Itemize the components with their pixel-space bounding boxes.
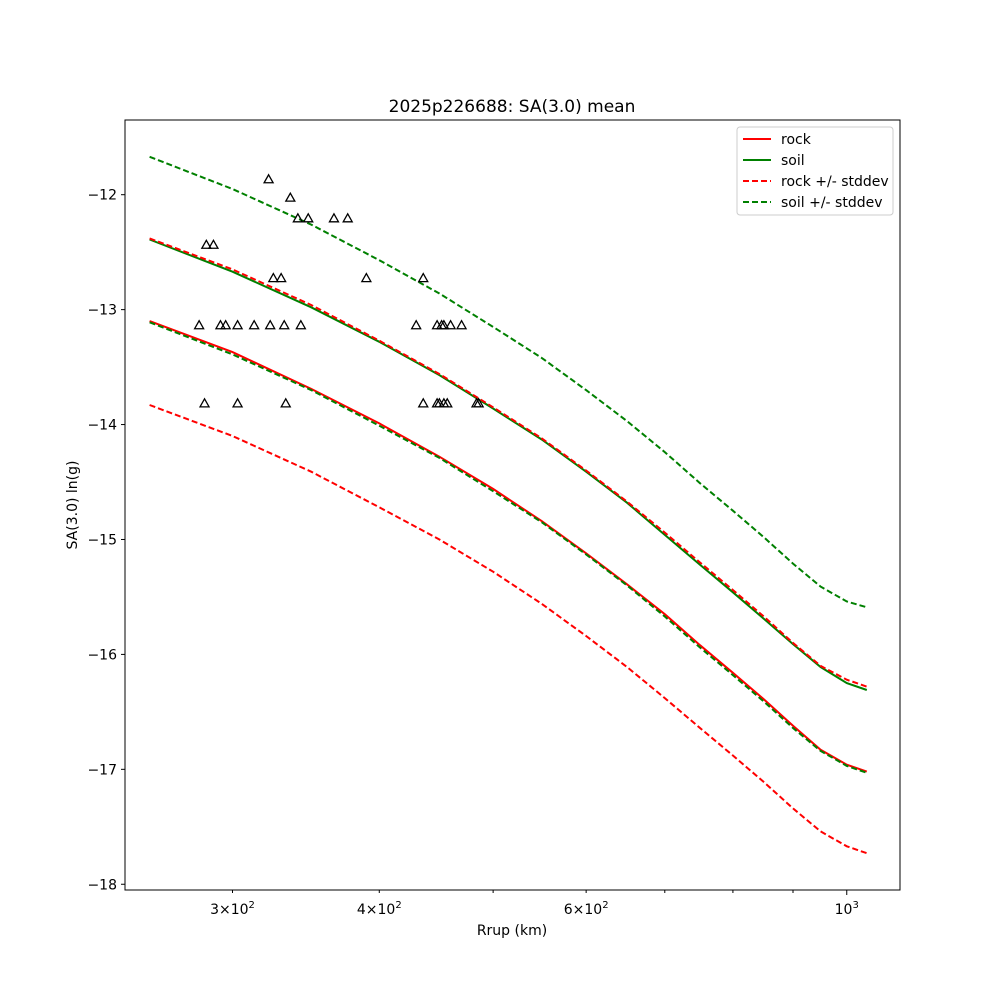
observation-point-35 xyxy=(473,397,485,408)
legend-label-2: rock +/- stddev xyxy=(781,174,889,190)
observation-point-26 xyxy=(198,397,211,408)
x-minor-tick-label-1: 4×102 xyxy=(357,900,402,918)
observation-point-18 xyxy=(278,319,290,330)
observation-point-16 xyxy=(248,319,260,330)
y-tick-label-2: −16 xyxy=(87,647,117,663)
observation-point-9 xyxy=(275,272,287,283)
observation-point-4 xyxy=(328,212,340,223)
series-line-4 xyxy=(149,155,868,609)
legend-box xyxy=(736,126,894,216)
observation-point-11 xyxy=(417,272,429,283)
observation-point-17 xyxy=(264,319,276,330)
series-line-1 xyxy=(149,238,868,691)
observation-point-14 xyxy=(220,319,232,330)
legend-label-1: soil xyxy=(781,153,805,169)
y-tick-label-1: −17 xyxy=(87,762,117,778)
observation-point-10 xyxy=(360,272,372,283)
legend: rock soil rock +/- stddev soil +/- stddev xyxy=(736,126,894,216)
x-minor-tick-label-0: 3×102 xyxy=(210,900,255,918)
observation-point-25 xyxy=(455,319,468,330)
x-axis-label: Rrup (km) xyxy=(477,923,547,939)
y-tick-label-0: −18 xyxy=(87,877,117,893)
y-axis: −18 −17 −16 −15 −14 −13 −12 xyxy=(87,188,125,893)
y-tick-label-6: −12 xyxy=(87,188,117,204)
observation-point-19 xyxy=(295,319,307,330)
y-axis-label: SA(3.0) ln(g) xyxy=(65,461,81,550)
series-line-0 xyxy=(149,320,868,773)
chart-title: 2025p226688: SA(3.0) mean xyxy=(389,97,636,117)
observation-point-7 xyxy=(207,238,220,249)
observation-point-33 xyxy=(441,397,453,408)
series-line-2 xyxy=(149,237,868,688)
observation-point-0 xyxy=(263,173,275,184)
observation-point-15 xyxy=(231,319,244,330)
observation-point-12 xyxy=(193,319,205,330)
y-tick-label-3: −15 xyxy=(87,532,117,548)
x-axis: 103 3×102 4×102 6×102 xyxy=(210,890,859,918)
observation-point-24 xyxy=(444,319,457,330)
observation-point-23 xyxy=(438,319,450,330)
observation-point-8 xyxy=(267,272,279,283)
observation-points xyxy=(193,173,485,408)
legend-label-0: rock xyxy=(781,132,812,148)
series-line-5 xyxy=(149,321,868,774)
series-line-3 xyxy=(149,404,868,855)
observation-point-27 xyxy=(231,397,244,408)
x-minor-tick-label-3: 6×102 xyxy=(564,900,609,918)
observation-point-6 xyxy=(200,238,212,249)
plot-frame xyxy=(124,119,901,891)
legend-label-3: soil +/- stddev xyxy=(781,195,883,211)
observation-point-20 xyxy=(410,319,422,330)
x-major-tick-label-0: 103 xyxy=(835,900,859,918)
observation-point-3 xyxy=(302,212,314,223)
y-tick-label-5: −13 xyxy=(87,303,117,319)
observation-point-28 xyxy=(280,397,292,408)
plot-lines xyxy=(149,155,868,855)
observation-point-1 xyxy=(284,191,296,202)
y-tick-label-4: −14 xyxy=(87,418,117,434)
observation-point-2 xyxy=(292,212,304,223)
observation-point-29 xyxy=(417,397,429,408)
observation-point-5 xyxy=(342,212,354,223)
